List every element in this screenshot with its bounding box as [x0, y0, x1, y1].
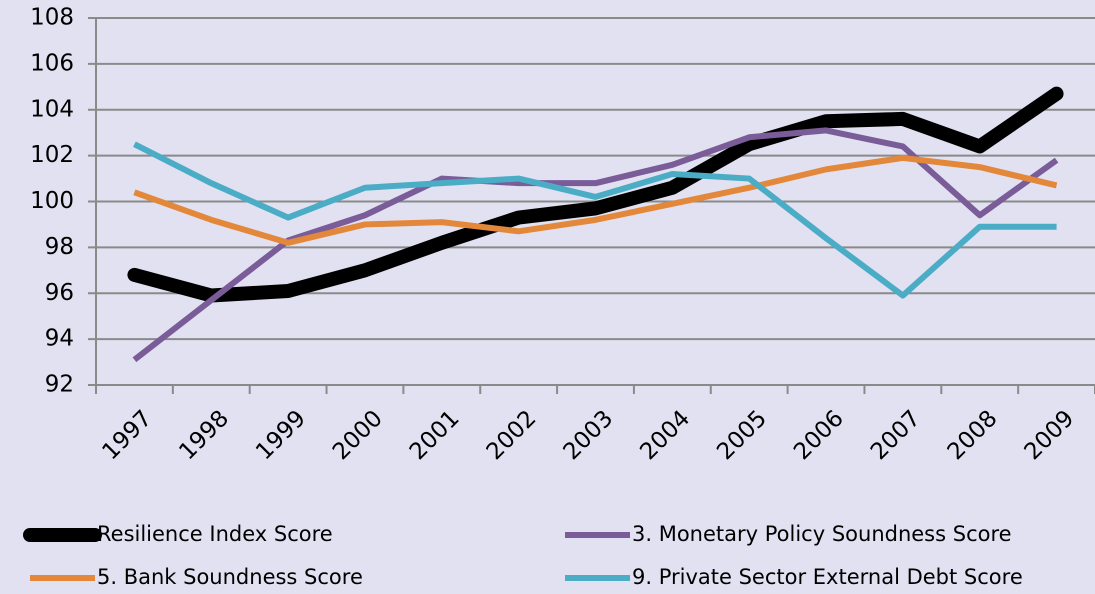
legend-label: 5. Bank Soundness Score [97, 565, 363, 589]
series-line [133, 141, 1057, 299]
y-tick-label: 100 [30, 188, 74, 214]
y-tick-label: 108 [30, 5, 74, 31]
legend-label: 9. Private Sector External Debt Score [632, 565, 1023, 589]
legend-label: 3. Monetary Policy Soundness Score [632, 522, 1012, 546]
y-tick-label: 94 [45, 326, 74, 352]
y-tick-label: 96 [45, 280, 74, 306]
y-tick-label: 106 [30, 50, 74, 76]
legend-label: Resilience Index Score [97, 522, 333, 546]
series-line [133, 154, 1058, 246]
y-tick-label: 102 [30, 142, 74, 168]
y-tick-label: 98 [45, 234, 74, 260]
y-tick-label: 104 [30, 96, 74, 122]
y-tick-label: 92 [45, 372, 74, 398]
series-line [127, 86, 1064, 303]
